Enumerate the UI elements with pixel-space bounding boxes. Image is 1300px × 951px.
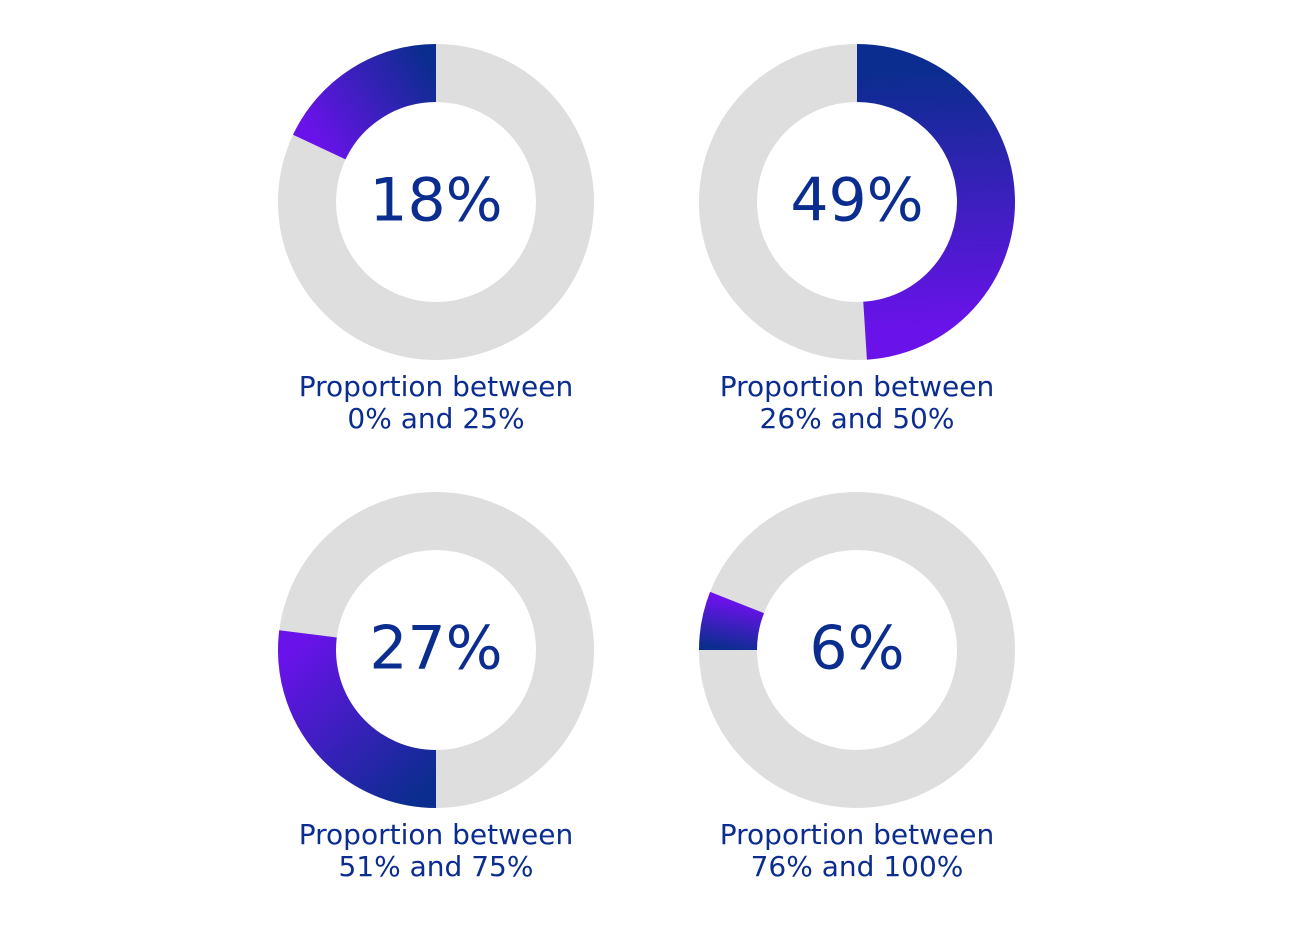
- caption-line-2: 0% and 25%: [347, 402, 524, 435]
- caption-line-2: 26% and 50%: [760, 402, 955, 435]
- caption-line-1: Proportion between: [720, 818, 994, 851]
- percent-label: 27%: [369, 614, 502, 684]
- caption-line-2: 51% and 75%: [339, 850, 534, 883]
- donut-value-arc: [293, 44, 437, 161]
- caption-line-2: 76% and 100%: [751, 850, 964, 883]
- percent-label: 49%: [790, 166, 923, 236]
- donut-value-arc: [856, 44, 1015, 360]
- donut-value-arc: [699, 591, 765, 651]
- donut-value-arc: [278, 630, 437, 808]
- caption-line-1: Proportion between: [299, 370, 573, 403]
- caption-line-1: Proportion between: [299, 818, 573, 851]
- percent-label: 18%: [369, 166, 502, 236]
- caption-line-1: Proportion between: [720, 370, 994, 403]
- percent-label: 6%: [809, 614, 904, 684]
